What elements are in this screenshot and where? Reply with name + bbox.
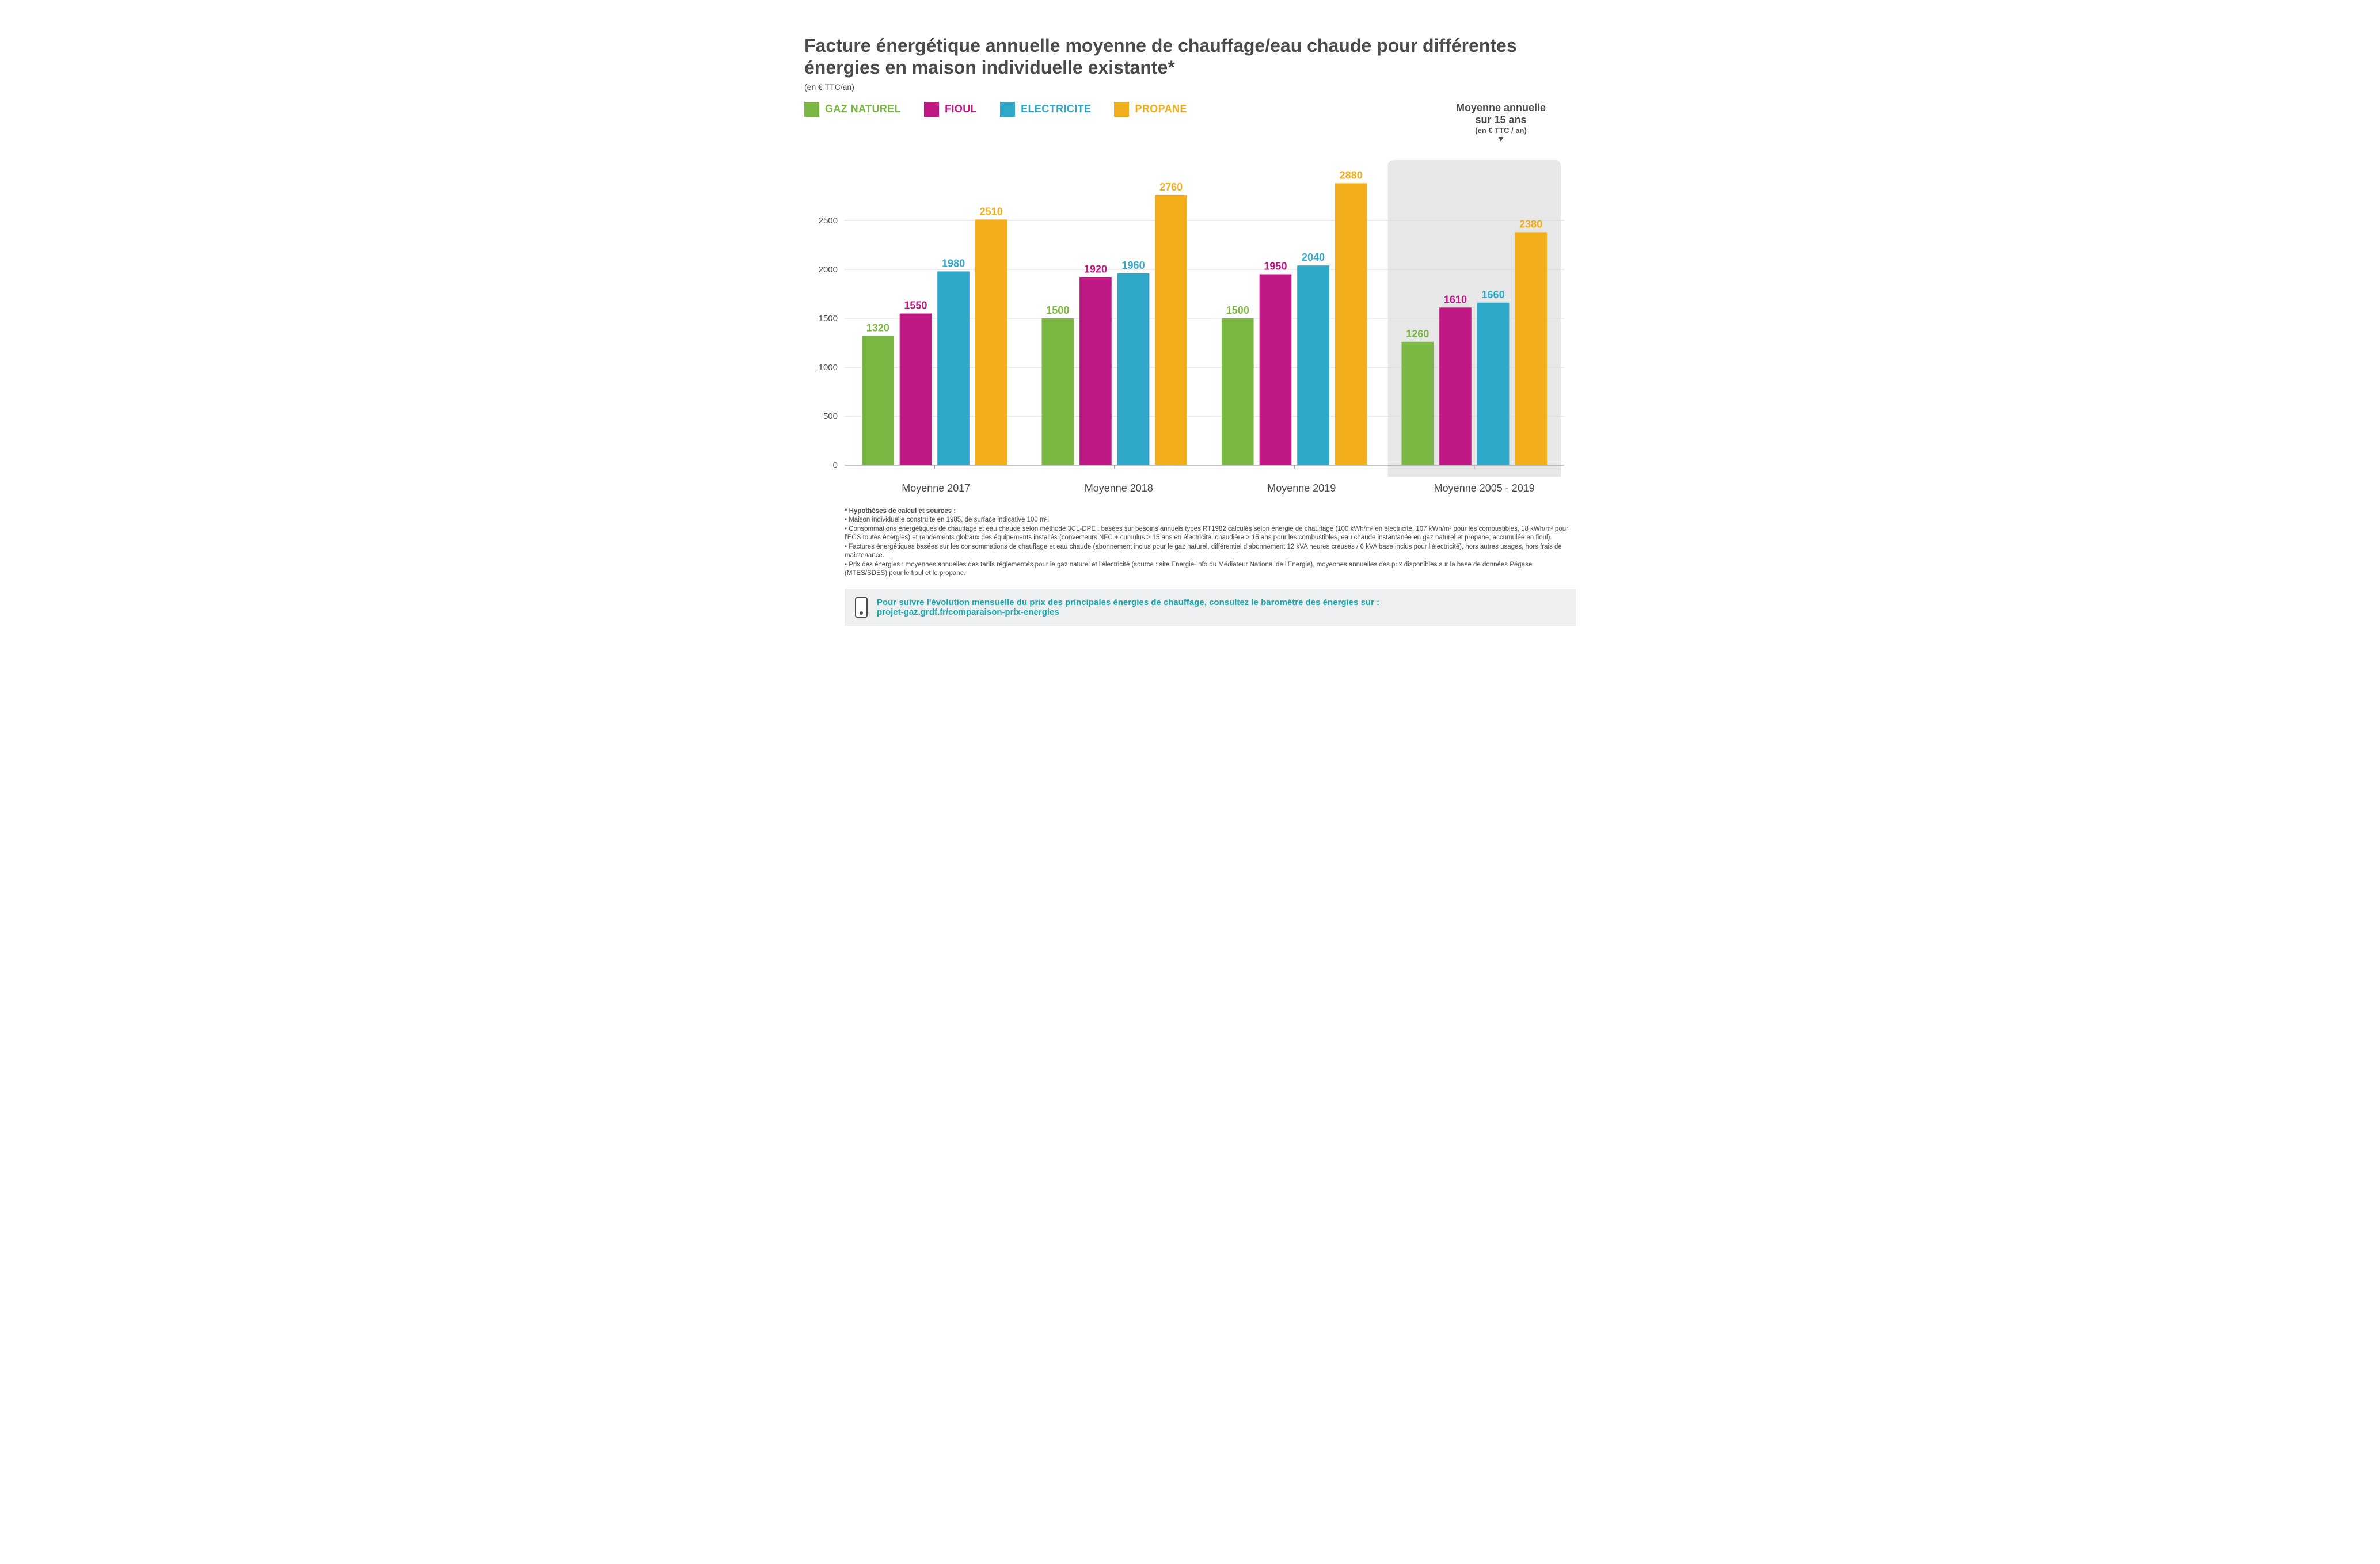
bar-value-label: 2880 xyxy=(1340,169,1363,181)
chart-subtitle: (en € TTC/an) xyxy=(804,82,1576,92)
bar-value-label: 1260 xyxy=(1406,328,1429,340)
y-tick-label: 1000 xyxy=(819,363,838,372)
legend-label: ELECTRICITE xyxy=(1021,103,1091,115)
callout-text: Pour suivre l'évolution mensuelle du pri… xyxy=(877,598,1565,617)
triangle-down-icon: ▼ xyxy=(1426,135,1576,143)
bar-gaz xyxy=(1402,342,1434,465)
legend-label: GAZ NATUREL xyxy=(825,103,901,115)
bar-prop xyxy=(1335,183,1367,465)
callout-box: Pour suivre l'évolution mensuelle du pri… xyxy=(845,589,1576,626)
bar-value-label: 1550 xyxy=(904,299,927,311)
bar-value-label: 1500 xyxy=(1226,305,1249,316)
bar-value-label: 1920 xyxy=(1084,263,1107,275)
bar-value-label: 1980 xyxy=(942,257,965,269)
bar-value-label: 2040 xyxy=(1302,252,1325,263)
average-title-box: Moyenne annuelle sur 15 ans (en € TTC / … xyxy=(1426,102,1576,143)
legend-row: GAZ NATUREL FIOUL ELECTRICITE PROPANE Moyen… xyxy=(804,102,1576,143)
bar-fioul xyxy=(1439,307,1472,465)
x-axis-label: Moyenne 2018 xyxy=(1028,477,1211,494)
x-axis-label: Moyenne 2019 xyxy=(1210,477,1393,494)
y-tick-label: 2500 xyxy=(819,216,838,226)
bar-prop xyxy=(1155,195,1187,465)
legend-item-gaz: GAZ NATUREL xyxy=(804,102,901,117)
y-tick-label: 2000 xyxy=(819,265,838,275)
bar-value-label: 1950 xyxy=(1264,260,1287,272)
avg-line3: (en € TTC / an) xyxy=(1426,126,1576,135)
x-axis-label: Moyenne 2005 - 2019 xyxy=(1393,477,1576,494)
bar-gaz xyxy=(1222,318,1254,465)
y-tick-label: 1500 xyxy=(819,314,838,324)
bar-fioul xyxy=(900,313,932,465)
x-axis-label: Moyenne 2017 xyxy=(845,477,1028,494)
bar-value-label: 2760 xyxy=(1159,181,1183,193)
legend-item-fioul: FIOUL xyxy=(924,102,977,117)
chart-title: Facture énergétique annuelle moyenne de … xyxy=(804,35,1576,79)
note-line: • Prix des énergies : moyennes annuelles… xyxy=(845,561,1576,579)
bar-fioul xyxy=(1079,277,1112,465)
legend-label: PROPANE xyxy=(1135,103,1187,115)
note-line: • Consommations énergétiques de chauffag… xyxy=(845,525,1576,543)
bar-value-label: 1320 xyxy=(866,322,889,333)
bar-value-label: 1960 xyxy=(1122,260,1145,271)
legend-swatch xyxy=(1114,102,1129,117)
legend: GAZ NATUREL FIOUL ELECTRICITE PROPANE xyxy=(804,102,1187,117)
chart-container: 0 500 1000 1500 2000 2500 1320 1550 1980 2510 1500… xyxy=(804,154,1576,494)
bar-elec xyxy=(1477,303,1510,465)
bar-fioul xyxy=(1260,274,1292,465)
bar-value-label: 2380 xyxy=(1519,218,1542,230)
bar-value-label: 1500 xyxy=(1046,305,1069,316)
callout-link[interactable]: projet-gaz.grdf.fr/comparaison-prix-ener… xyxy=(877,607,1565,617)
bar-elec xyxy=(1117,273,1150,465)
avg-line2: sur 15 ans xyxy=(1426,114,1576,126)
bar-value-label: 2510 xyxy=(980,206,1003,217)
avg-line1: Moyenne annuelle xyxy=(1426,102,1576,114)
footnotes: * Hypothèses de calcul et sources :• Mai… xyxy=(845,507,1576,579)
y-tick-label: 500 xyxy=(823,412,838,421)
legend-swatch xyxy=(1000,102,1015,117)
bar-prop xyxy=(975,219,1007,465)
legend-swatch xyxy=(804,102,819,117)
bar-prop xyxy=(1515,232,1547,465)
bar-value-label: 1660 xyxy=(1482,289,1505,300)
note-line: • Maison individuelle construite en 1985… xyxy=(845,516,1576,525)
notes-title: * Hypothèses de calcul et sources : xyxy=(845,507,1576,516)
phone-icon xyxy=(855,597,868,618)
y-tick-label: 0 xyxy=(833,461,838,470)
bar-elec xyxy=(1297,265,1329,465)
page: Facture énergétique annuelle moyenne de … xyxy=(758,0,1622,649)
bar-value-label: 1610 xyxy=(1444,294,1467,305)
bar-gaz xyxy=(1042,318,1074,465)
legend-item-elec: ELECTRICITE xyxy=(1000,102,1091,117)
x-axis-labels: Moyenne 2017Moyenne 2018Moyenne 2019Moye… xyxy=(845,477,1576,494)
note-line: • Factures énergétiques basées sur les c… xyxy=(845,543,1576,561)
bar-elec xyxy=(937,271,970,465)
legend-swatch xyxy=(924,102,939,117)
bar-gaz xyxy=(862,336,894,465)
bar-chart: 0 500 1000 1500 2000 2500 1320 1550 1980 2510 1500… xyxy=(804,154,1576,477)
callout-message: Pour suivre l'évolution mensuelle du pri… xyxy=(877,598,1379,607)
legend-item-prop: PROPANE xyxy=(1114,102,1187,117)
legend-label: FIOUL xyxy=(945,103,977,115)
